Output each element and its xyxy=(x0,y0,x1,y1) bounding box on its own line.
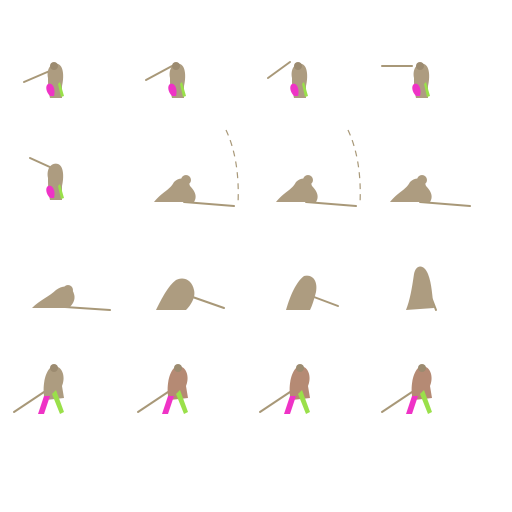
character xyxy=(29,157,64,200)
limb-magenta xyxy=(46,83,55,96)
head xyxy=(303,175,313,185)
head xyxy=(181,175,191,185)
limb-magenta xyxy=(290,83,299,96)
frame-r2-c3 xyxy=(276,129,361,207)
limb-green xyxy=(420,390,432,414)
head xyxy=(294,62,302,70)
head xyxy=(416,62,424,70)
character xyxy=(13,364,64,414)
body xyxy=(43,366,64,400)
limb-green xyxy=(298,390,310,414)
rod xyxy=(305,201,357,207)
frame-r1-c1 xyxy=(23,62,64,98)
rod xyxy=(145,65,173,81)
head xyxy=(417,175,427,185)
limb-magenta xyxy=(412,83,421,96)
limb-green xyxy=(176,390,188,414)
frame-r4-c1 xyxy=(13,364,64,414)
limb-magenta xyxy=(168,83,177,96)
motion-arc xyxy=(225,129,239,205)
character xyxy=(137,364,188,414)
motion-arc xyxy=(347,129,361,205)
frame-r1-c2 xyxy=(145,62,186,98)
body xyxy=(167,366,188,400)
body xyxy=(156,278,195,310)
limb-magenta xyxy=(162,396,174,414)
character xyxy=(286,275,339,310)
body xyxy=(286,275,317,310)
head xyxy=(418,364,426,372)
limb-green xyxy=(302,82,308,97)
character xyxy=(381,62,430,98)
frame-r2-c2 xyxy=(154,129,239,207)
character xyxy=(23,62,64,98)
rod xyxy=(23,69,53,83)
limb-green xyxy=(52,390,64,414)
body xyxy=(411,366,432,400)
limb-green xyxy=(424,82,430,97)
frame-r2-c1 xyxy=(29,157,64,200)
head xyxy=(172,62,180,70)
character xyxy=(390,175,471,207)
frame-r4-c4 xyxy=(381,364,432,414)
character xyxy=(259,364,310,414)
rod xyxy=(29,157,53,169)
character xyxy=(381,364,432,414)
character xyxy=(276,129,361,207)
character xyxy=(156,278,225,310)
head xyxy=(63,285,73,295)
head xyxy=(50,62,58,70)
rod xyxy=(267,61,291,79)
limb-magenta xyxy=(46,185,55,198)
frame-r1-c4 xyxy=(381,62,430,98)
limb-magenta xyxy=(284,396,296,414)
character xyxy=(406,266,437,311)
frame-r3-c2 xyxy=(156,278,225,310)
frame-r3-c3 xyxy=(286,275,339,310)
limb-green xyxy=(58,184,64,199)
frame-r2-c4 xyxy=(390,175,471,207)
rod xyxy=(183,201,235,207)
frame-r3-c1 xyxy=(32,285,111,311)
head xyxy=(296,364,304,372)
head xyxy=(174,364,182,372)
limb-green xyxy=(58,82,64,97)
frame-r1-c3 xyxy=(267,61,308,98)
body xyxy=(406,266,434,310)
frame-r4-c3 xyxy=(259,364,310,414)
head xyxy=(50,364,58,372)
rod xyxy=(419,201,471,207)
limb-magenta xyxy=(406,396,418,414)
character xyxy=(267,61,308,98)
body xyxy=(289,366,310,400)
character xyxy=(32,285,111,311)
limb-green xyxy=(180,82,186,97)
limb-magenta xyxy=(38,396,50,414)
frame-r4-c2 xyxy=(137,364,188,414)
frame-r3-c4 xyxy=(406,266,437,311)
character xyxy=(154,129,239,207)
character xyxy=(145,62,186,98)
